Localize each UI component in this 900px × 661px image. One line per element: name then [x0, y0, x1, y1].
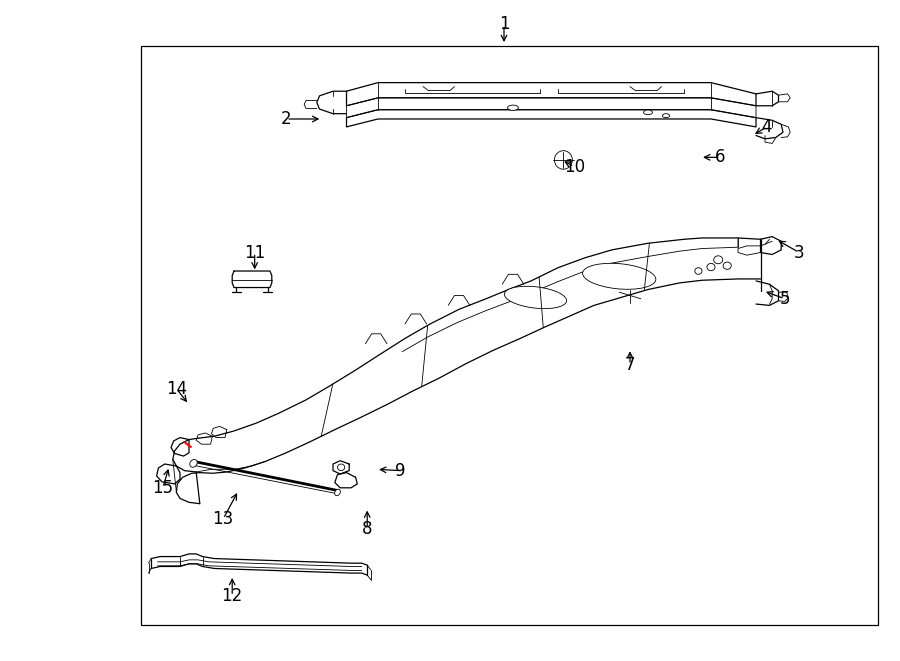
- Text: 6: 6: [715, 148, 725, 167]
- Text: 15: 15: [152, 479, 174, 497]
- Text: 9: 9: [395, 461, 406, 480]
- Ellipse shape: [582, 263, 656, 290]
- Ellipse shape: [695, 268, 702, 274]
- Text: 8: 8: [362, 520, 373, 538]
- Ellipse shape: [338, 464, 345, 471]
- Text: 5: 5: [779, 290, 790, 308]
- Ellipse shape: [714, 256, 723, 264]
- Ellipse shape: [335, 489, 340, 496]
- Ellipse shape: [508, 105, 518, 110]
- Text: 11: 11: [244, 243, 266, 262]
- Text: 14: 14: [166, 379, 187, 398]
- Text: 12: 12: [221, 587, 243, 605]
- Ellipse shape: [554, 151, 572, 169]
- Text: 3: 3: [794, 243, 805, 262]
- Text: 2: 2: [281, 110, 292, 128]
- Ellipse shape: [504, 286, 567, 309]
- Ellipse shape: [724, 262, 731, 270]
- Text: 7: 7: [625, 356, 635, 374]
- Ellipse shape: [190, 459, 197, 467]
- Ellipse shape: [662, 114, 670, 118]
- Ellipse shape: [644, 110, 652, 115]
- Text: 4: 4: [761, 118, 772, 136]
- Text: 1: 1: [499, 15, 509, 34]
- Bar: [141, 46, 878, 625]
- Text: 10: 10: [563, 157, 585, 176]
- Text: 13: 13: [212, 510, 234, 528]
- Ellipse shape: [707, 264, 715, 271]
